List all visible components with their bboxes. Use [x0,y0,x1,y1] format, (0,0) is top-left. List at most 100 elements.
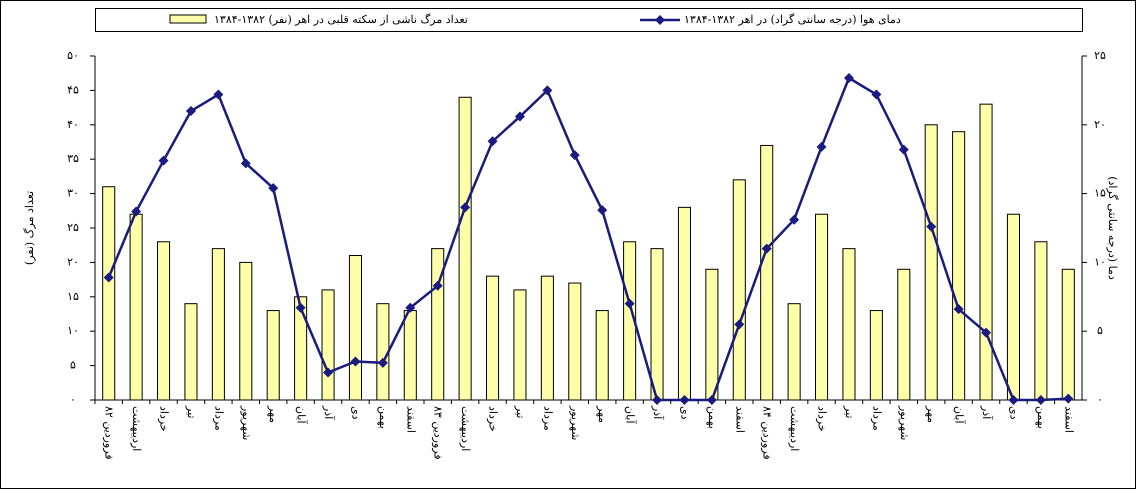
y-tick-label: ۴۵ [67,83,79,96]
marker [131,206,142,217]
bar [348,255,362,401]
x-tick-label: مرداد [870,406,883,431]
legend-marker [655,15,665,25]
marker [405,302,416,313]
x-tick-label: اردیبهشت [788,406,801,451]
y-tick-label: ۵ [70,359,76,372]
x-tick-label: شهریور [898,405,911,440]
x-tick-label: مرداد [541,406,554,431]
marker [624,298,635,309]
y-tick-label: ۲۵ [67,221,79,234]
marker [652,395,663,405]
line [107,76,1069,402]
x-tick-label: آذر [651,405,664,420]
bar [403,310,417,401]
marker [323,367,334,378]
bar [869,310,883,401]
y-axis-title: تعداد مرگ (نفر) [23,191,36,265]
bar [677,206,691,401]
marker [295,302,306,313]
legend-label: تعداد مرگ ناشی از سکته قلبی در اهر (نفر)… [214,13,468,26]
marker [240,158,251,169]
bar [157,241,171,401]
bar [1061,268,1075,401]
x-tick-label: خرداد [816,406,829,432]
y2-axis-title: دما (درجه سانتی گراد) [1106,176,1119,280]
marker [487,136,498,147]
x-tick-label: اردیبهشت [130,406,143,451]
bar [568,282,582,401]
bar [815,213,829,401]
bar [458,96,472,401]
x-tick-label: اسفند [733,406,746,433]
bar [184,303,198,401]
x-tick-label: مرداد [212,406,225,431]
bar [595,310,609,401]
marker [185,106,196,117]
y2-tick-label: ۱۰ [1094,255,1106,268]
y2-tick-label: ۲۰ [1094,118,1106,131]
bar [897,268,911,401]
marker [871,89,882,100]
marker [377,357,388,368]
legend-label: دمای هوا (درجه سانتی گراد) در اهر ۱۳۸۲-۱… [684,13,901,26]
y2-tick-label: ۰ [1097,393,1103,406]
x-tick-label: شهریور [240,405,253,440]
x-tick-label: دی [1007,406,1020,420]
y-tick-label: ۳۵ [67,152,79,165]
y-tick-label: ۲۰ [67,255,79,268]
marker [898,144,909,155]
marker [350,356,361,367]
legend-swatch [169,14,207,24]
marker [1063,393,1074,404]
bar [650,248,664,401]
x-tick-label: آذر [980,405,993,420]
bar [1034,241,1048,401]
y2-tick-label: ۱۵ [1094,187,1106,200]
bar [129,213,143,401]
x-tick-label: تیر [185,405,198,418]
marker [1008,395,1019,405]
y-tick-label: ۳۰ [67,187,79,200]
x-tick-label: فروردین ۸۲ [103,406,116,460]
marker [597,205,608,216]
marker [981,327,992,338]
marker [679,395,690,405]
x-tick-label: خرداد [487,406,500,432]
y-tick-label: ۰ [70,393,76,406]
x-tick-label: دی [349,406,362,420]
x-tick-label: بهمن [1035,406,1048,429]
bar [486,275,500,401]
bar [979,103,993,401]
x-tick-label: آبان [295,406,308,424]
y-tick-label: ۱۵ [67,290,79,303]
marker [514,111,525,122]
bar [1006,213,1020,401]
bar [732,179,746,401]
x-tick-label: آبان [624,406,637,424]
marker [158,155,169,166]
marker [734,319,745,330]
x-tick-label: فروردین ۸۳ [432,406,445,460]
x-tick-label: تیر [514,405,527,418]
x-tick-label: آبان [953,406,966,424]
marker [926,221,937,232]
x-tick-label: شهریور [569,405,582,440]
bar [787,303,801,401]
x-tick-label: مهر [267,405,280,423]
bar [842,248,856,401]
marker [816,141,827,152]
bar [239,261,253,401]
y2-tick-label: ۵ [1097,324,1103,337]
bar [760,144,774,401]
bar [924,124,938,401]
x-tick-label: مهر [925,405,938,423]
x-tick-label: دی [678,406,691,420]
marker [1035,395,1046,405]
x-tick-label: آذر [322,405,335,420]
y-tick-label: ۴۰ [67,118,79,131]
marker [569,150,580,161]
